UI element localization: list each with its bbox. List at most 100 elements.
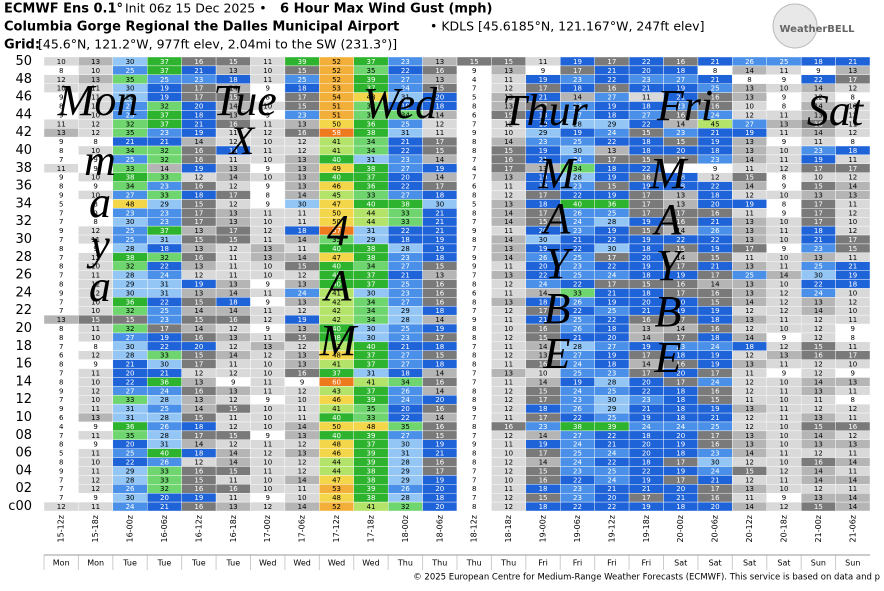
cell-label: 39	[366, 76, 375, 84]
cell-label: 38	[366, 129, 375, 137]
cell-label: 12	[91, 120, 100, 128]
cell-label: 38	[573, 423, 582, 431]
cell-label: 30	[126, 58, 135, 66]
cell-label: 12	[298, 459, 307, 467]
cell-label: 14	[745, 67, 754, 75]
cell-label: 19	[676, 307, 685, 315]
cell-label: 25	[573, 138, 582, 146]
cell-label: 8	[472, 138, 476, 146]
cell-label: 9	[265, 165, 269, 173]
cell-label: 11	[91, 503, 100, 511]
cell-label: 13	[91, 414, 100, 422]
cell-label: 10	[504, 325, 513, 333]
cell-label: 38	[366, 254, 375, 262]
cell-label: 12	[298, 138, 307, 146]
cell-label: 11	[779, 450, 788, 458]
cell-label: 12	[298, 441, 307, 449]
location: Columbia Gorge Regional the Dalles Munic…	[4, 20, 399, 35]
cell-label: 13	[814, 414, 823, 422]
cell-label: 12	[298, 467, 307, 475]
cell-label: 22	[607, 263, 616, 271]
cell-label: 10	[539, 370, 548, 378]
cell-label: 20	[126, 370, 135, 378]
cell-label: 17	[573, 67, 582, 75]
cell-label: 13	[848, 67, 857, 75]
x-tick-label: 20-00z	[676, 515, 685, 542]
cell-label: 58	[332, 129, 341, 137]
cell-label: 17	[607, 156, 616, 164]
cell-label: 17	[539, 450, 548, 458]
cell-label: 22	[401, 183, 410, 191]
cell-label: 24	[573, 361, 582, 369]
cell-label: 13	[745, 94, 754, 102]
cell-label: 19	[745, 129, 754, 137]
cell-label: 18	[194, 111, 203, 119]
cell-label: 22	[711, 183, 720, 191]
cell-label: 13	[745, 263, 754, 271]
cell-label: 13	[435, 272, 444, 280]
cell-label: 37	[366, 441, 375, 449]
cell-label: 21	[435, 450, 444, 458]
cell-label: 17	[676, 156, 685, 164]
y-tick-label: 14	[15, 374, 32, 389]
cell-label: 12	[745, 476, 754, 484]
y-tick-label: 48	[15, 72, 32, 87]
cell-label: 12	[91, 281, 100, 289]
cell-label: 34	[366, 138, 375, 146]
cell-label: 14	[229, 450, 238, 458]
cell-label: 12	[814, 450, 823, 458]
cell-label: 11	[779, 129, 788, 137]
cell-label: 32	[160, 254, 169, 262]
cell-label: 41	[366, 378, 375, 386]
handwritten-note: Mon	[57, 76, 139, 125]
cell-label: 11	[263, 307, 272, 315]
cell-label: 14	[745, 183, 754, 191]
cell-label: 12	[91, 485, 100, 493]
cell-label: 22	[607, 76, 616, 84]
cell-label: 44	[332, 467, 341, 475]
cell-label: 40	[332, 432, 341, 440]
cell-label: 9	[59, 111, 63, 119]
cell-label: 21	[711, 76, 720, 84]
cell-label: 15	[539, 218, 548, 226]
cell-label: 17	[848, 352, 857, 360]
y-tick-label: 34	[15, 196, 32, 211]
cell-label: 19	[676, 467, 685, 475]
cell-label: 10	[91, 263, 100, 271]
cell-label: 25	[573, 254, 582, 262]
cell-label: 27	[573, 111, 582, 119]
cell-label: 22	[573, 245, 582, 253]
cell-label: 22	[401, 147, 410, 155]
cell-label: 9	[59, 138, 63, 146]
cell-label: 25	[126, 227, 135, 235]
cell-label: 25	[779, 58, 788, 66]
cell-label: 10	[745, 102, 754, 110]
cell-label: 23	[539, 423, 548, 431]
cell-label: 43	[332, 387, 341, 395]
cell-label: 11	[435, 129, 444, 137]
cell-label: 7	[472, 378, 476, 386]
cell-label: 16	[435, 423, 444, 431]
cell-label: 23	[676, 129, 685, 137]
cell-label: 20	[642, 298, 651, 306]
cell-label: 15	[539, 387, 548, 395]
cell-label: 21	[539, 316, 548, 324]
cell-label: 14	[229, 174, 238, 182]
cell-label: 10	[263, 405, 272, 413]
cell-label: 15	[504, 147, 513, 155]
handwritten-letter: y	[86, 220, 110, 269]
cell-label: 8	[472, 387, 476, 395]
cell-label: 7	[59, 494, 63, 502]
cell-label: 11	[91, 405, 100, 413]
cell-label: 16	[711, 387, 720, 395]
cell-label: 11	[504, 76, 513, 84]
cell-label: 18	[229, 147, 238, 155]
cell-label: 9	[472, 316, 476, 324]
cell-label: 7	[472, 343, 476, 351]
cell-label: 10	[91, 174, 100, 182]
cell-label: 8	[59, 378, 63, 386]
cell-label: 7	[472, 476, 476, 484]
cell-label: 27	[642, 111, 651, 119]
cell-label: 15	[539, 334, 548, 342]
cell-label: 10	[779, 191, 788, 199]
